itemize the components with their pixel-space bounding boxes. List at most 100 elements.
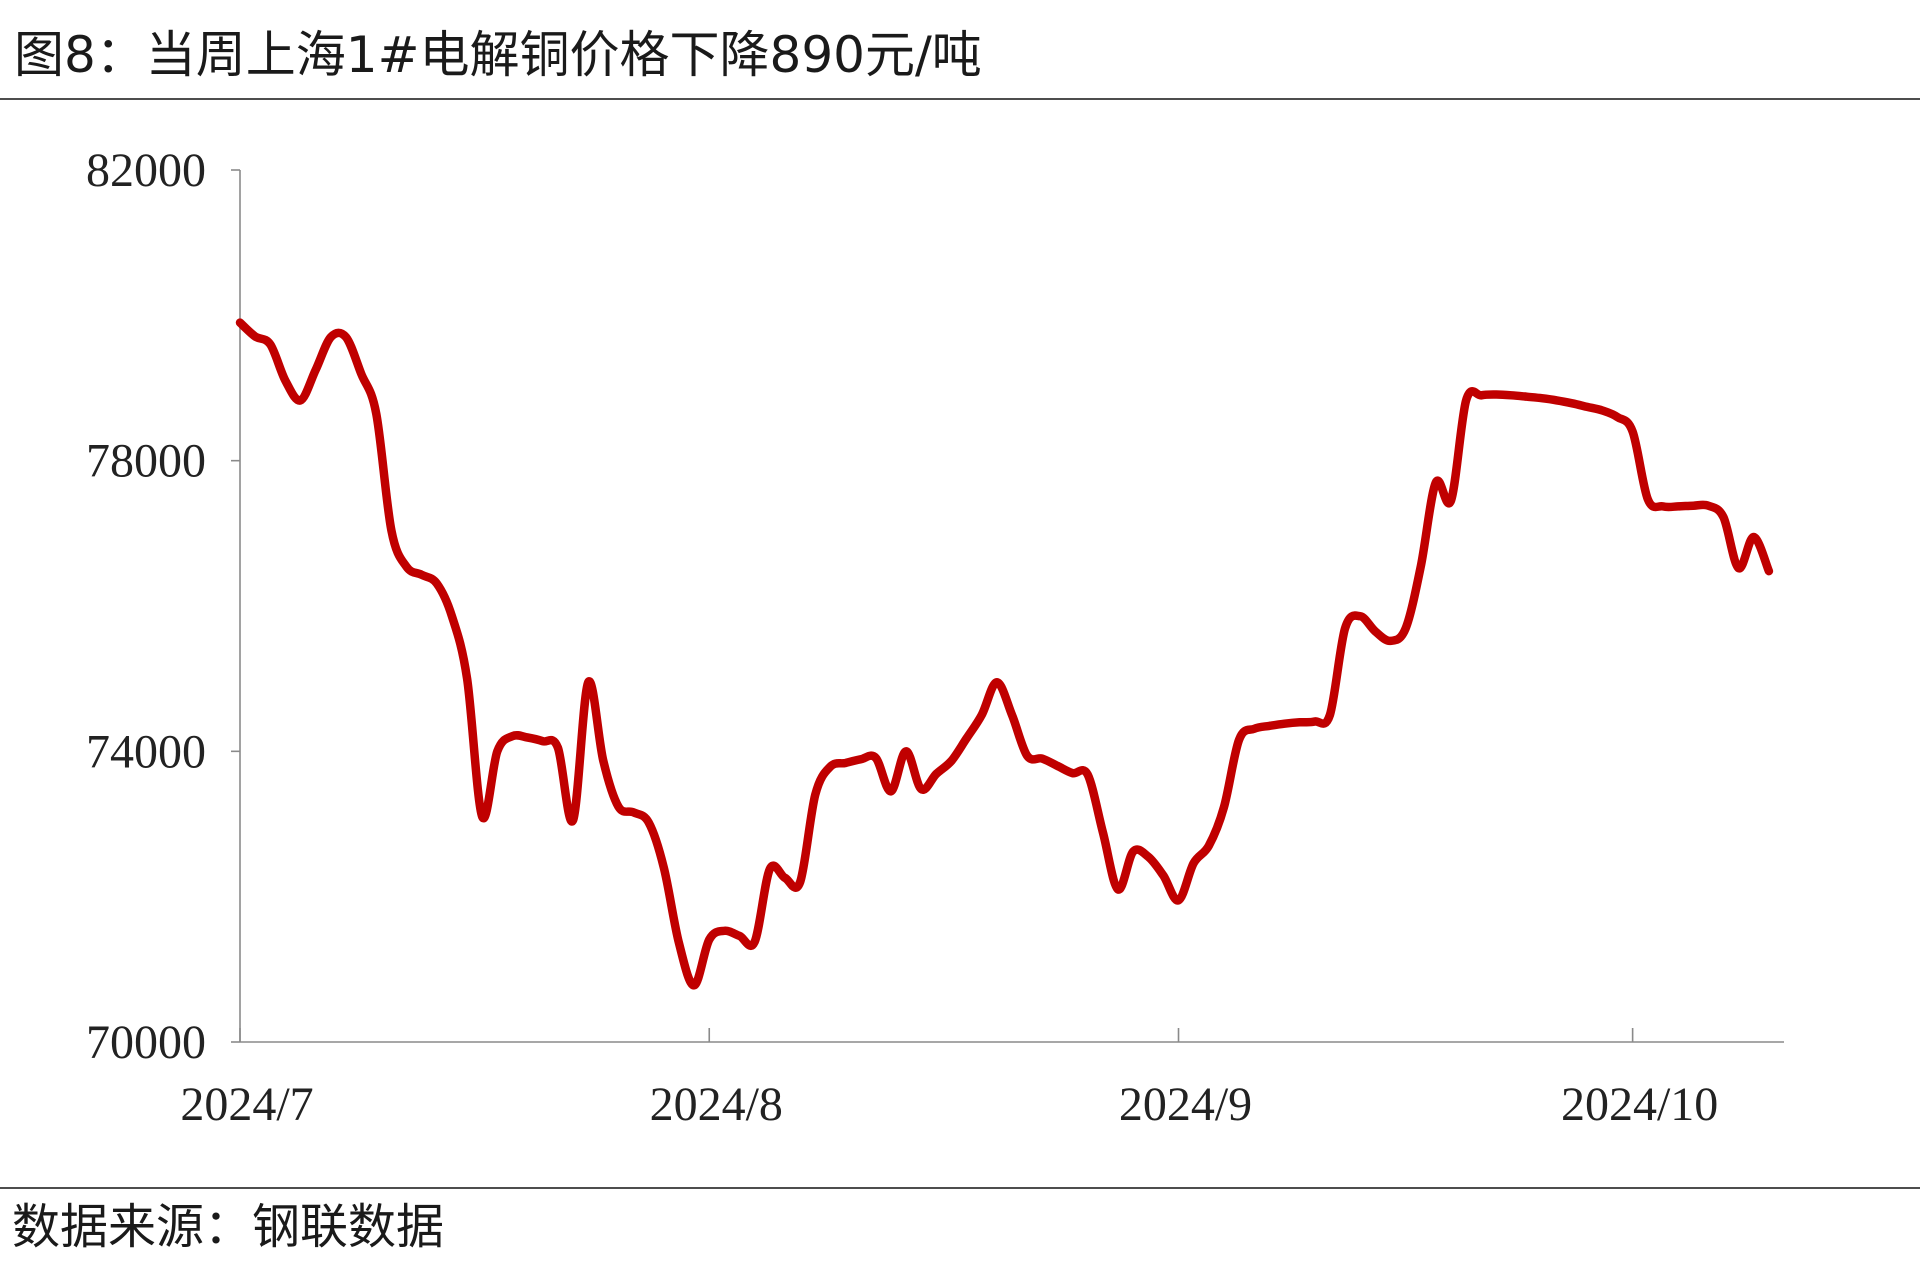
data-point [236,319,244,327]
data-point [599,757,607,765]
data-point [372,409,380,417]
data-point [1583,403,1591,411]
footer-divider [0,1187,1920,1189]
data-point [1250,725,1258,733]
data-point [554,744,562,752]
data-point [751,938,759,946]
data-point [1326,711,1334,719]
data-point [1523,393,1531,401]
x-axis-ticks [239,1028,1634,1042]
data-point [736,932,743,940]
source-note: 数据来源：钢联数据 [12,1199,445,1255]
data-point [781,874,789,882]
data-point [917,785,925,793]
data-point [978,711,986,719]
data-point [342,333,350,341]
title-divider [0,98,1920,100]
data-point [1175,896,1182,904]
y-tick-label: 70000 [86,1016,206,1069]
data-point [1114,885,1122,893]
data-point [509,732,516,740]
data-point [720,927,728,935]
y-tick-label: 78000 [86,435,206,488]
data-point [1084,771,1092,779]
data-point [1205,842,1213,850]
data-point [539,737,547,745]
y-tick-label: 82000 [86,144,206,197]
data-point [963,734,971,742]
x-tick-label: 2024/10 [1561,1078,1718,1131]
data-point [1598,407,1606,414]
x-axis-tick-labels: 2024/7 2024/8 2024/9 2024/10 [180,1078,1718,1131]
data-point [826,763,834,771]
y-axis-ticks [231,169,240,1043]
data-point [614,803,622,811]
data-point [1371,627,1379,635]
data-point [327,333,335,341]
data-point [1432,479,1440,486]
data-point [675,939,683,947]
data-point [690,981,698,989]
data-point [1053,762,1061,770]
data-point [403,563,410,571]
data-point [387,526,395,534]
data-point [1311,718,1319,725]
data-point [902,747,910,755]
data-point [993,678,1001,686]
data-point [948,757,955,765]
data-point [1704,502,1712,510]
data-point [1008,711,1016,719]
data-point [266,340,274,348]
data-point [524,734,532,741]
data-point [1659,502,1667,510]
data-point [1190,859,1198,867]
data-point [1235,736,1243,744]
data-point [1477,391,1485,399]
data-point [796,878,804,886]
data-point [872,754,880,762]
data-point [1553,396,1561,404]
data-point [1568,399,1576,407]
data-point [1159,872,1167,880]
data-point [1341,625,1349,632]
y-axis-tick-labels: 70000 74000 78000 82000 [86,144,206,1069]
data-point [1265,722,1273,730]
data-point [569,816,577,824]
data-point [811,791,819,799]
data-point [1069,769,1076,777]
data-point [1644,495,1652,503]
data-point [1674,502,1682,510]
data-point [1447,497,1455,505]
data-point [1750,533,1758,541]
data-point [1720,513,1727,521]
x-tick-label: 2024/8 [650,1078,783,1131]
data-point [1356,612,1364,620]
data-point [1538,394,1546,402]
data-point [766,865,774,873]
data-point [887,787,895,795]
data-point [1220,803,1228,811]
data-point [1038,755,1046,763]
data-point [297,396,304,404]
data-point [1735,564,1743,572]
data-point [418,571,426,579]
data-point [357,370,365,377]
data-point [932,770,940,778]
data-point [478,813,486,821]
data-point [1689,502,1697,510]
data-point [584,678,592,686]
data-point [1629,428,1637,436]
data-point [1386,637,1394,645]
data-point [645,819,653,826]
data-point [705,936,713,943]
data-point [1296,718,1304,726]
x-tick-label: 2024/7 [180,1078,313,1131]
data-point [1144,853,1152,861]
data-point [857,755,865,763]
data-point [1508,391,1515,399]
data-point [281,377,289,385]
data-point [630,808,638,816]
data-point [1462,396,1470,404]
data-point [1614,413,1621,421]
